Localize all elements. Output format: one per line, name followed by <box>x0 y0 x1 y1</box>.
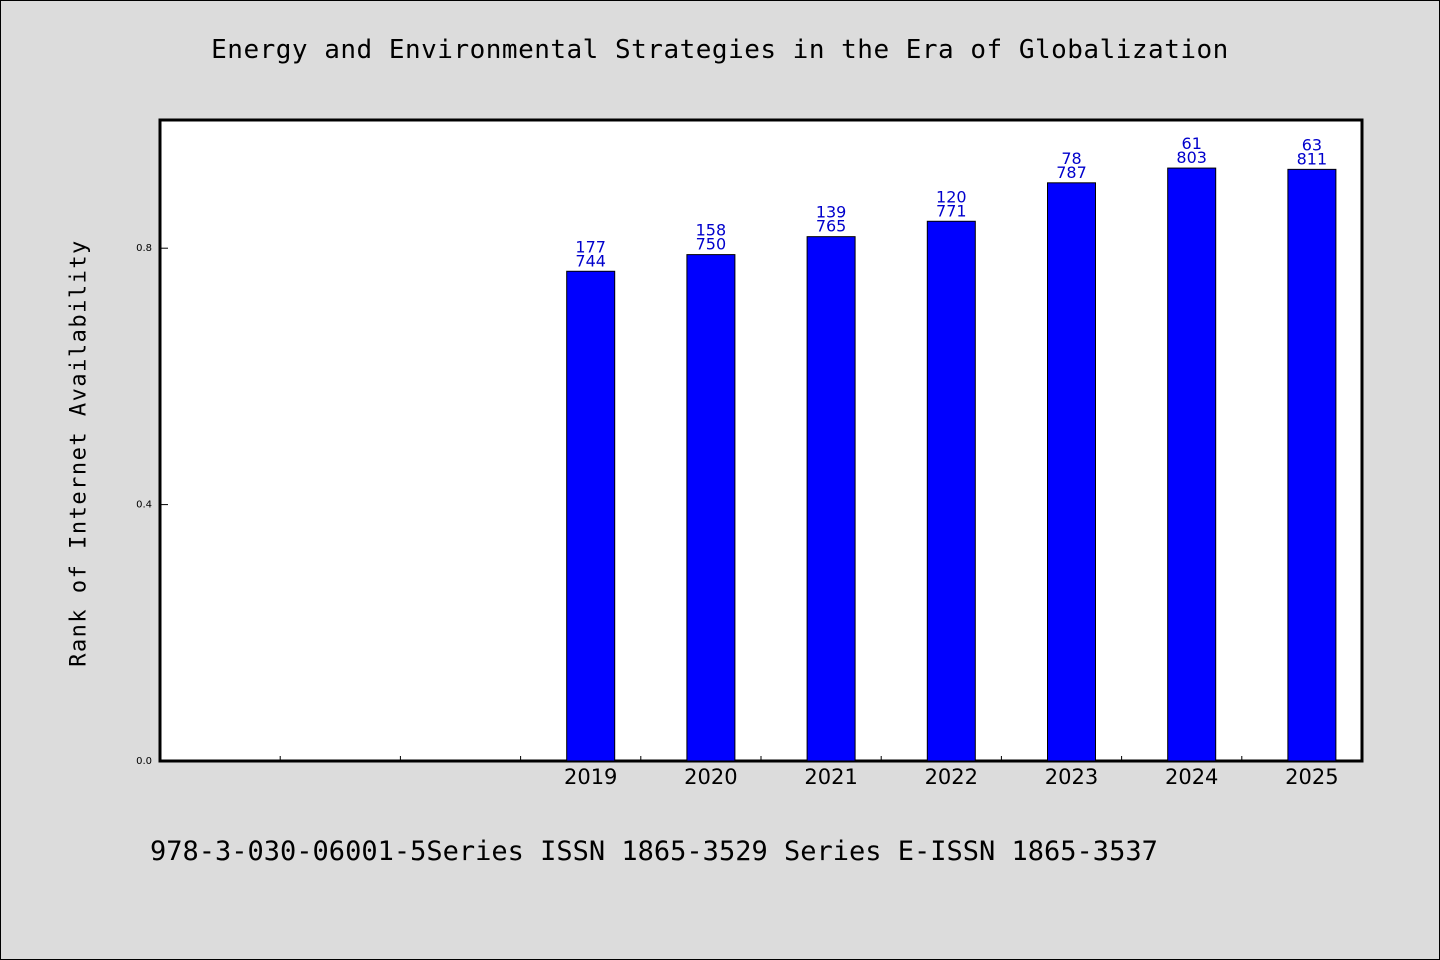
y-tick-label: 0.4 <box>136 500 152 511</box>
bar-label-upper: 61 <box>1182 134 1202 153</box>
bar-label-lower: 803 <box>1176 148 1207 167</box>
footer-text: 978-3-030-06001-5Series ISSN 1865-3529 S… <box>150 836 1158 867</box>
x-tick-label: 2021 <box>804 765 857 789</box>
x-tick-label: 2019 <box>564 765 617 789</box>
bar-label-upper: 78 <box>1061 149 1081 168</box>
chart-title: Energy and Environmental Strategies in t… <box>211 35 1229 65</box>
bar <box>806 236 856 762</box>
x-tick-label: 2020 <box>684 765 737 789</box>
bar-label-lower: 811 <box>1297 149 1328 168</box>
bar <box>926 220 976 762</box>
bar <box>1047 182 1096 762</box>
bar <box>686 254 736 762</box>
bar-label-upper: 120 <box>936 187 967 206</box>
x-tick-label: 2024 <box>1165 765 1218 789</box>
y-tick-label: 0.0 <box>136 756 152 767</box>
bar-label-lower: 765 <box>816 217 847 236</box>
bar-label-lower: 787 <box>1056 163 1087 182</box>
y-tick-label: 0.8 <box>136 243 152 254</box>
bar-label-lower: 744 <box>575 251 606 270</box>
bar <box>1167 167 1217 762</box>
x-tick-label: 2022 <box>925 765 978 789</box>
bar <box>1287 168 1337 762</box>
x-tick-label: 2023 <box>1045 765 1098 789</box>
bar-label-lower: 771 <box>936 201 967 220</box>
bar-label-upper: 158 <box>696 221 727 240</box>
bar <box>566 270 616 762</box>
bar-label-upper: 139 <box>816 203 847 222</box>
bar-label-upper: 63 <box>1302 135 1322 154</box>
bar-label-upper: 177 <box>575 237 606 256</box>
bar-label-lower: 750 <box>696 235 727 254</box>
plot-area <box>158 118 1364 763</box>
x-tick-label: 2025 <box>1285 765 1338 789</box>
